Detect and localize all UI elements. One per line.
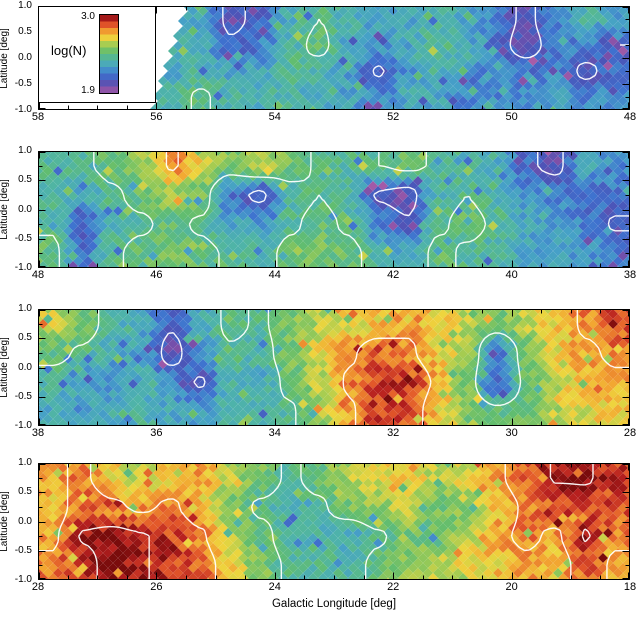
colorbar-min-label: 1.9 — [81, 85, 95, 96]
y-tick-labels: 1.0 0.5 0.0 -0.5 -1.0 — [0, 0, 35, 115]
x-tick-label: 54 — [268, 111, 281, 123]
y-tick-label: -0.5 — [14, 232, 32, 244]
heatmap-panel-1: Latitude [deg] 1.0 0.5 0.0 -0.5 -1.0 log(N) … — [0, 0, 636, 123]
x-tick-label: 56 — [150, 111, 163, 123]
x-tick-label: 20 — [505, 581, 518, 593]
y-tick-label: 0.5 — [18, 174, 32, 186]
x-tick-label: 46 — [150, 269, 163, 281]
x-tick-label: 24 — [268, 581, 281, 593]
y-tick-label: 0.0 — [18, 203, 32, 215]
x-tick-label: 38 — [623, 269, 636, 281]
y-tick-label: -1.0 — [14, 104, 32, 115]
heatmap-panel-3: Latitude [deg] 1.0 0.5 0.0 -0.5 -1.0 38 36 34 3… — [0, 303, 636, 439]
y-tick-labels: 1.0 0.5 0.0 -0.5 -1.0 — [0, 303, 35, 431]
y-tick-label: -1.0 — [14, 420, 32, 431]
x-axis-label: Galactic Longitude [deg] — [271, 598, 397, 610]
heatmap-canvas — [38, 309, 630, 426]
x-tick-label: 40 — [505, 269, 518, 281]
y-tick-label: -1.0 — [14, 574, 32, 585]
y-tick-label: -0.5 — [14, 544, 32, 556]
heatmap-panel-2: Latitude [deg] 1.0 0.5 0.0 -0.5 -1.0 48 46 44 4… — [0, 145, 636, 281]
heatmap-panel-4: Latitude [deg] 1.0 0.5 0.0 -0.5 -1.0 28 26 24 2… — [0, 457, 636, 593]
y-tick-label: -0.5 — [14, 78, 32, 89]
x-tick-label: 50 — [505, 111, 518, 123]
colorbar-max-label: 3.0 — [81, 11, 95, 22]
x-tick-labels: 38 36 34 32 30 28 — [32, 426, 636, 441]
y-tick-label: 1.0 — [18, 0, 32, 11]
y-tick-label: 0.5 — [18, 332, 32, 344]
y-tick-labels: 1.0 0.5 0.0 -0.5 -1.0 — [0, 457, 35, 585]
colorbar-gradient — [99, 14, 119, 94]
y-tick-label: -1.0 — [14, 262, 32, 273]
heatmap-plot: log(N) 3.0 1.9 — [38, 6, 630, 110]
x-tick-label: 48 — [623, 111, 636, 123]
x-tick-label: 34 — [268, 427, 281, 439]
heatmap-canvas — [38, 151, 630, 268]
x-tick-labels: 58 56 54 52 50 48 — [32, 110, 636, 125]
colorbar-title: log(N) — [51, 43, 87, 58]
x-tick-label: 44 — [268, 269, 281, 281]
x-tick-labels: 28 26 24 22 20 18 — [32, 580, 636, 595]
heatmap-plot — [38, 309, 630, 426]
y-tick-label: 0.5 — [18, 486, 32, 498]
heatmap-canvas — [38, 463, 630, 580]
y-tick-label: 1.0 — [18, 145, 32, 156]
x-tick-label: 48 — [31, 269, 45, 281]
x-tick-label: 28 — [623, 427, 636, 439]
heatmap-plot — [38, 151, 630, 268]
x-tick-label: 58 — [31, 111, 45, 123]
x-tick-label: 38 — [31, 427, 45, 439]
x-tick-label: 30 — [505, 427, 518, 439]
y-tick-label: 1.0 — [18, 457, 32, 468]
x-tick-label: 32 — [387, 427, 400, 439]
x-tick-label: 26 — [150, 581, 163, 593]
y-tick-label: 1.0 — [18, 303, 32, 314]
y-tick-label: -0.5 — [14, 390, 32, 402]
colorbar-legend: log(N) 3.0 1.9 — [38, 6, 156, 103]
x-tick-labels: 48 46 44 42 40 38 — [32, 268, 636, 283]
y-tick-label: 0.0 — [18, 361, 32, 373]
x-tick-label: 36 — [150, 427, 163, 439]
y-tick-label: 0.0 — [18, 52, 32, 63]
x-tick-label: 42 — [387, 269, 400, 281]
heatmap-plot — [38, 463, 630, 580]
y-tick-labels: 1.0 0.5 0.0 -0.5 -1.0 — [0, 145, 35, 273]
x-tick-label: 22 — [387, 581, 400, 593]
x-tick-label: 28 — [31, 581, 45, 593]
x-tick-label: 18 — [623, 581, 636, 593]
y-tick-label: 0.0 — [18, 515, 32, 527]
y-tick-label: 0.5 — [18, 26, 32, 37]
x-tick-label: 52 — [387, 111, 400, 123]
